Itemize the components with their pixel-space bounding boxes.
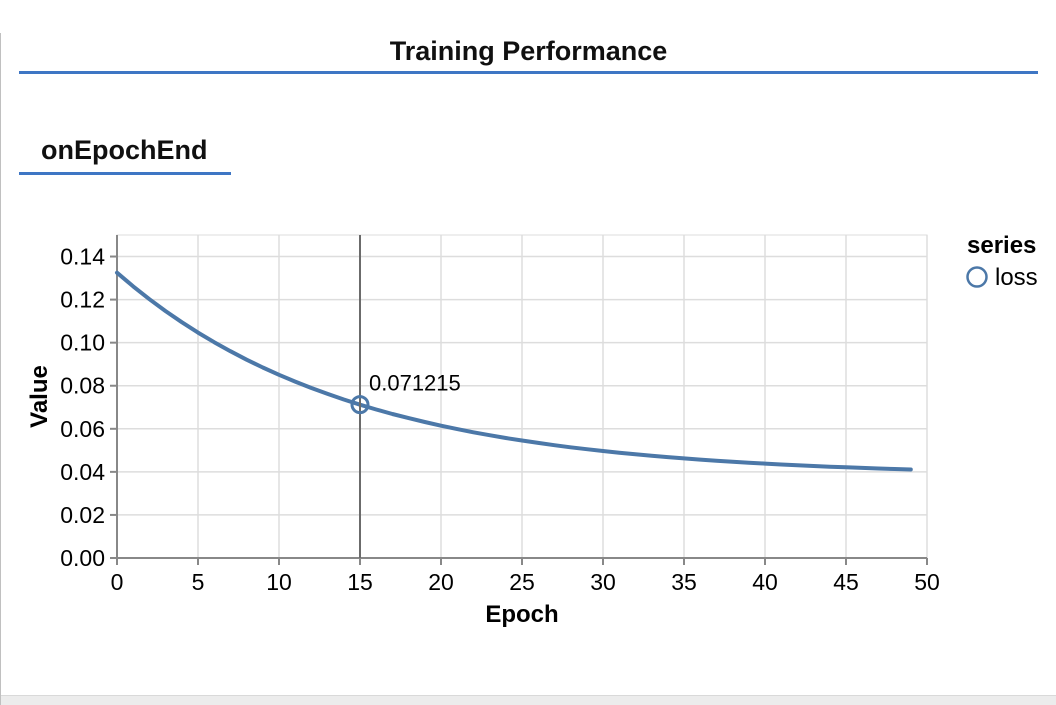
section-underline-rule	[19, 172, 231, 175]
x-tick-label: 20	[428, 569, 454, 595]
legend-title: series	[967, 232, 1036, 259]
section-heading: onEpochEnd	[41, 135, 208, 165]
y-axis-title: Value	[26, 365, 53, 428]
hover-point-marker	[350, 395, 370, 415]
loss-line	[115, 270, 913, 472]
x-tick-label: 35	[671, 569, 697, 595]
y-tick-label: 0.08	[60, 373, 105, 399]
title-underline-rule	[19, 71, 1038, 74]
x-tick-label: 15	[347, 569, 373, 595]
legend-item-loss: loss	[995, 264, 1038, 291]
y-tick-label: 0.10	[60, 330, 105, 356]
x-tick-label: 25	[509, 569, 535, 595]
y-tick-label: 0.06	[60, 416, 105, 442]
training-chart[interactable]: 0 5 10 15 20 25 30 35 40 45 50 0.00 0.02 0.04 0.06 0.08…	[1, 222, 1056, 634]
x-tick-label: 45	[833, 569, 859, 595]
tooltip-value-label: 0.071215	[369, 371, 461, 396]
x-axis-title: Epoch	[485, 601, 558, 628]
y-tick-label: 0.04	[60, 459, 105, 485]
x-tick-label: 0	[111, 569, 124, 595]
x-tick-label: 10	[266, 569, 292, 595]
bottom-scroll-strip	[1, 695, 1056, 705]
y-tick-label: 0.00	[60, 545, 105, 571]
x-tick-label: 50	[914, 569, 940, 595]
y-tick-label: 0.12	[60, 287, 105, 313]
x-tick-label: 5	[192, 569, 205, 595]
x-tick-label: 40	[752, 569, 778, 595]
page: { "page": { "title": "Training Performan…	[0, 33, 1056, 705]
training-chart-svg[interactable]: 0 5 10 15 20 25 30 35 40 45 50 0.00 0.02 0.04 0.06 0.08…	[1, 222, 1056, 634]
x-tick-label: 30	[590, 569, 616, 595]
legend-symbol-loss-icon	[966, 266, 988, 288]
y-tick-label: 0.14	[60, 244, 105, 270]
y-tick-label: 0.02	[60, 502, 105, 528]
page-title: Training Performance	[389, 36, 668, 66]
